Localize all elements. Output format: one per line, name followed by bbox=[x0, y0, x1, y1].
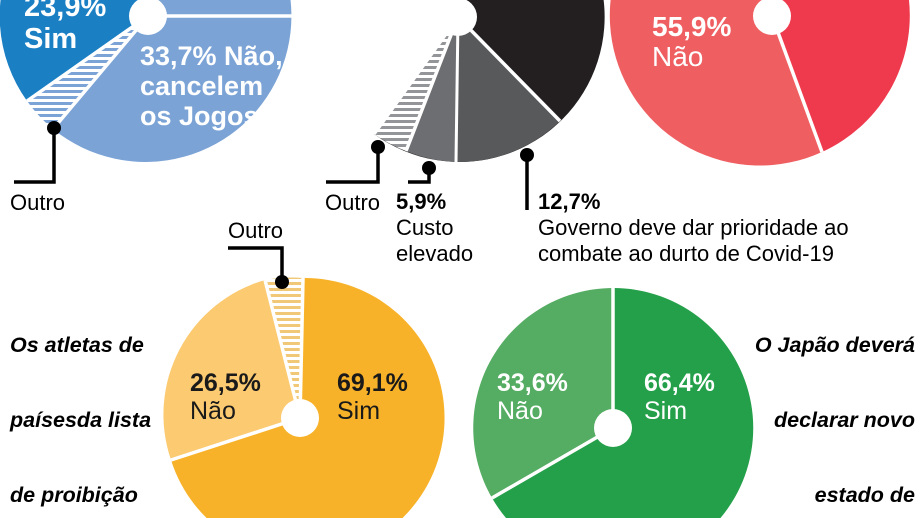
pie-orange-hub bbox=[281, 399, 319, 437]
pie-blue bbox=[0, 0, 294, 184]
pie-orange-leader-line bbox=[228, 246, 284, 282]
pie-black-governo-line1: Governo deve dar prioridade ao bbox=[538, 215, 849, 240]
green-question-caption: O Japão deverá declarar novo estado de e… bbox=[715, 283, 915, 518]
pie-green bbox=[473, 288, 754, 518]
pie-blue-divider-2 bbox=[25, 14, 150, 103]
pie-orange-slice-nao[interactable] bbox=[163, 280, 300, 460]
pie-blue-sim-label: Sim bbox=[24, 23, 78, 55]
pie-orange-divider-1 bbox=[298, 277, 305, 419]
pie-black bbox=[326, 0, 605, 210]
pie-orange-slice-sim[interactable] bbox=[171, 277, 445, 518]
pie-green-nao-label: Não bbox=[497, 397, 543, 425]
pie-black-divider-3 bbox=[454, 16, 460, 163]
green-question-line-3: estado de bbox=[814, 482, 915, 507]
orange-question-line-3: de proibição bbox=[10, 482, 138, 507]
pie-green-sim-pct: 66,4% bbox=[644, 369, 715, 397]
pie-black-governo-line2: combate ao durto de Covid-19 bbox=[538, 241, 834, 266]
pie-green-divider-2 bbox=[491, 426, 614, 500]
pie-red-nao-pct: 55,9% bbox=[652, 11, 732, 42]
pie-blue-slice-sim[interactable] bbox=[0, 0, 148, 101]
pie-red-slice-nao[interactable] bbox=[609, 0, 822, 166]
pie-orange-nao-label: Não bbox=[190, 397, 236, 425]
pie-blue-nao-line3: os Jogos bbox=[140, 101, 259, 131]
pie-black-divider-2 bbox=[404, 16, 460, 152]
orange-question-line-2: paísesda lista bbox=[10, 407, 152, 432]
pie-red-nao-label: Não bbox=[652, 41, 704, 72]
pie-black-hub bbox=[439, 0, 477, 36]
pie-black-custo-line1: Custo bbox=[396, 215, 454, 240]
pie-black-outro-label: Outro bbox=[325, 190, 381, 215]
pie-orange-sim-pct: 69,1% bbox=[337, 369, 408, 397]
pie-orange-outro-label: Outro bbox=[228, 218, 284, 243]
pie-blue-divider-3 bbox=[51, 14, 150, 131]
pie-black-custo-line2: elevado bbox=[396, 241, 474, 266]
pie-red bbox=[609, 0, 910, 166]
pie-blue-nao-pct: 33,7% Não, bbox=[140, 41, 283, 71]
pie-blue-hub bbox=[129, 0, 167, 35]
pie-blue-nao-line2: cancelem bbox=[140, 71, 264, 101]
pie-orange-divider-2 bbox=[263, 279, 302, 419]
pie-green-slice-nao[interactable] bbox=[473, 288, 613, 498]
pie-blue-outro-label: Outro bbox=[10, 190, 66, 215]
pie-black-custo-pct: 5,9% bbox=[396, 189, 447, 214]
orange-question-caption: Os atletas de paísesda lista de proibiçã… bbox=[10, 283, 190, 518]
pie-orange-sim-label: Sim bbox=[337, 397, 381, 425]
pie-black-governo-pct: 12,7% bbox=[538, 189, 601, 214]
pie-black-divider-4 bbox=[456, 15, 562, 123]
pie-orange-divider-3 bbox=[170, 416, 301, 462]
pie-black-leader-line-outro bbox=[326, 147, 380, 184]
pie-green-hub bbox=[594, 409, 632, 447]
pie-black-divider-1 bbox=[372, 15, 460, 136]
pie-green-nao-pct: 33,6% bbox=[497, 369, 568, 397]
green-question-line-2: declarar novo bbox=[774, 407, 915, 432]
pie-black-slice-outro[interactable] bbox=[374, 17, 458, 151]
orange-question-line-1: Os atletas de bbox=[10, 332, 144, 357]
pie-orange-nao-pct: 26,5% bbox=[190, 369, 261, 397]
pie-green-sim-label: Sim bbox=[644, 397, 688, 425]
green-question-line-1: O Japão deverá bbox=[754, 332, 915, 357]
pie-blue-slice-outro[interactable] bbox=[27, 16, 148, 129]
pie-orange bbox=[163, 246, 445, 518]
pie-red-hub bbox=[753, 0, 791, 35]
pie-red-slice-sim[interactable] bbox=[772, 0, 910, 152]
pie-blue-sim-pct: 23,9% bbox=[24, 0, 107, 23]
pie-black-leader-line-custo bbox=[408, 168, 431, 184]
pie-red-divider-2 bbox=[770, 15, 824, 153]
pie-black-slice-governo[interactable] bbox=[456, 17, 560, 163]
pie-blue-leader-line bbox=[14, 128, 56, 184]
pie-blue-slice-nao[interactable] bbox=[53, 0, 292, 162]
